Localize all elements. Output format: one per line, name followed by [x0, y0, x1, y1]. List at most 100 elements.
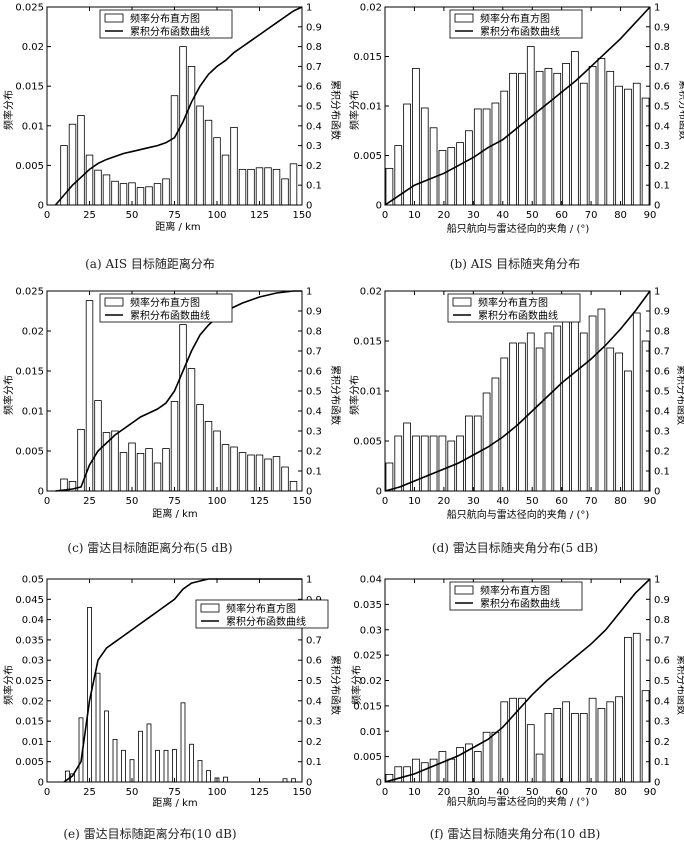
y2-tick-label: 0.1 [654, 757, 670, 768]
histogram-bar [206, 770, 211, 783]
histogram-bar [163, 749, 169, 783]
histogram-bar [111, 180, 119, 206]
legend-entry: 累积分布函数曲线 [130, 25, 210, 38]
y-tick-label: 0.015 [15, 367, 44, 378]
y-axis-label: 频率分布 [2, 665, 15, 705]
histogram-bar [465, 130, 473, 206]
y2-tick-label: 0.3 [306, 141, 322, 152]
x-tick-label: 80 [614, 210, 627, 221]
histogram-bar [95, 672, 101, 783]
y2-tick-label: 1 [306, 3, 312, 14]
y2-tick-label: 0.4 [654, 121, 670, 132]
histogram-bar [121, 749, 126, 783]
x-tick-label: 60 [555, 210, 568, 221]
x-tick-label: 40 [496, 496, 509, 507]
x-tick-label: 70 [585, 787, 598, 798]
x-tick-label: 10 [408, 496, 421, 507]
x-tick-label: 80 [614, 496, 627, 507]
y2-tick-label: 0 [306, 201, 312, 212]
x-tick-label: 30 [467, 210, 480, 221]
histogram-bar [153, 462, 162, 492]
histogram-bar [571, 51, 579, 206]
histogram-bar [420, 107, 429, 206]
y2-tick-label: 0.6 [306, 82, 322, 93]
histogram-bar [465, 415, 473, 492]
legend-entry: 累积分布函数曲线 [480, 25, 560, 38]
histogram-bar [385, 462, 394, 492]
cdf-curve [54, 6, 303, 206]
y-tick-label: 0.01 [360, 727, 382, 738]
y2-tick-label: 0.6 [654, 82, 670, 93]
histogram-bar [281, 178, 289, 206]
histogram-bar [264, 167, 272, 206]
histogram-bar [606, 701, 615, 783]
histogram-bar [588, 66, 597, 206]
y2-tick-label: 0.6 [306, 367, 322, 378]
chart-panel-a: 0 25 50 75 100 125 15000.0050.010.0150.020.025… [2, 3, 342, 272]
y-tick-label: 0.01 [22, 121, 44, 132]
histogram-bar [180, 702, 186, 783]
y2-tick-label: 0.2 [654, 161, 670, 172]
y2-tick-label: 0.7 [654, 347, 670, 358]
legend-entry: 频率分布直方图 [478, 296, 548, 309]
y2-axis-label: 累积分布函数 [675, 365, 684, 425]
histogram-bar [632, 312, 641, 492]
histogram-bar [553, 708, 562, 783]
histogram-bar [155, 749, 160, 783]
y-tick-label: 0.03 [360, 625, 382, 636]
y2-tick-label: 0 [654, 778, 660, 789]
y-tick-label: 0 [376, 487, 382, 498]
x-tick-label: 50 [526, 787, 539, 798]
histogram-bar [491, 377, 500, 492]
y2-axis-label: 累积分布函数 [677, 80, 684, 140]
panel-caption: (f) 雷达目标随夹角分布(10 dB) [430, 826, 601, 841]
histogram-bar [597, 58, 606, 206]
chart-panel-b: 0 10 20 30 40 50 60 70 80 9000.0050.010.0150.0200… [348, 3, 684, 272]
y-tick-label: 0.02 [360, 3, 382, 14]
x-tick-label: 40 [496, 787, 509, 798]
histogram-bar [491, 731, 500, 783]
histogram-bar [77, 115, 85, 206]
y-axis-label: 频率分布 [350, 665, 363, 705]
x-tick-label: 10 [408, 210, 421, 221]
y2-axis-label: 累积分布函数 [675, 655, 684, 715]
x-tick-label: 70 [585, 496, 598, 507]
histogram-bar [112, 738, 118, 783]
histogram-bar [500, 90, 509, 206]
histogram-bar [272, 168, 281, 206]
y-tick-label: 0.03 [22, 656, 44, 667]
histogram-bar [162, 448, 170, 492]
y2-tick-label: 0.4 [306, 121, 322, 132]
y2-tick-label: 0 [654, 487, 660, 498]
y2-tick-label: 0.4 [654, 696, 670, 707]
y2-tick-label: 0.8 [654, 327, 670, 338]
chart-panel-d: 0 10 20 30 40 50 60 70 80 9000.0050.010.0150.0200… [348, 287, 684, 556]
y2-tick-label: 0.8 [306, 327, 322, 338]
histogram-bar [597, 308, 606, 492]
x-tick-label: 50 [126, 210, 139, 221]
x-tick-label: 150 [292, 210, 311, 221]
y-tick-label: 0 [38, 487, 44, 498]
panel-caption: (a) AIS 目标随距离分布 [85, 256, 215, 271]
x-tick-label: 80 [614, 787, 627, 798]
x-tick-label: 20 [438, 210, 451, 221]
x-tick-label: 40 [496, 210, 509, 221]
y2-tick-label: 0.7 [654, 62, 670, 73]
y-tick-label: 0 [376, 778, 382, 789]
y-axis-label: 频率分布 [2, 375, 15, 415]
histogram-bar [632, 82, 641, 206]
y-tick-label: 0.04 [360, 575, 382, 586]
histogram-bar [213, 430, 221, 492]
histogram-bar [518, 72, 526, 206]
y2-tick-label: 0.5 [306, 102, 322, 113]
x-tick-label: 60 [555, 496, 568, 507]
y2-tick-label: 0.2 [306, 447, 322, 458]
y2-tick-label: 0.4 [306, 407, 322, 418]
y-tick-label: 0.005 [353, 752, 382, 763]
x-tick-label: 90 [644, 496, 657, 507]
y2-tick-label: 0.3 [654, 141, 670, 152]
x-tick-label: 50 [526, 496, 539, 507]
y-tick-label: 0.01 [360, 102, 382, 113]
y2-tick-label: 1 [306, 287, 312, 298]
